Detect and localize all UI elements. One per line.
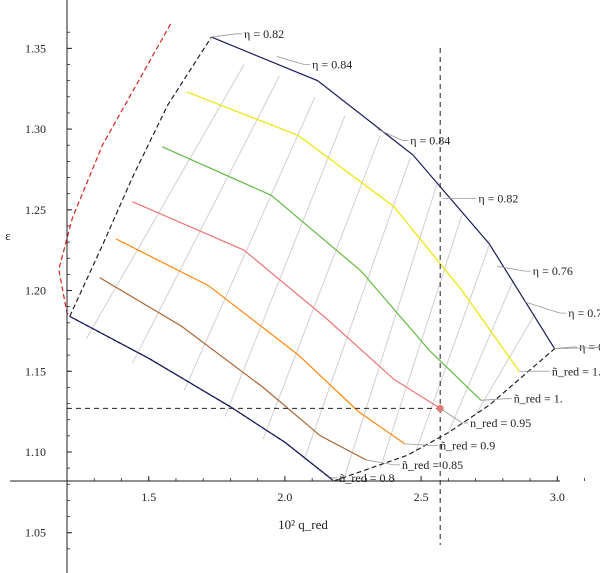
y-tick-label-1: 1.10	[25, 445, 46, 459]
axes: 1.5 2.0 2.5 3.0 1.05 1.10 1.15 1.20 1.25 1.30 1.35	[10, 0, 585, 573]
y-tick-label-0: 1.05	[25, 526, 46, 540]
surge-line	[58, 23, 172, 317]
callout-label-n-100: ñ_red = 1.	[514, 392, 563, 406]
y-tick-label-3: 1.20	[25, 284, 46, 298]
annotations: η = 0.82 η = 0.84 η = 0.84 η = 0.82 η = 0.76…	[211, 27, 600, 485]
callout-leader-n-090	[404, 443, 439, 446]
speed-line-2	[132, 201, 441, 409]
callout-leader-n-100	[481, 398, 512, 401]
callout-label-eta-082-mid: η = 0.82	[478, 192, 518, 206]
callout-label-n-085: ñ_red = 0.85	[402, 458, 463, 472]
y-tick-label-5: 1.30	[25, 122, 46, 136]
callout-leader-n-095	[439, 408, 469, 424]
efficiency-grid-line-0	[85, 64, 245, 340]
callout-leader-eta-084-top	[276, 56, 311, 65]
x-tick-label-3: 3.0	[550, 490, 565, 504]
x-tick-label-0: 1.5	[141, 490, 156, 504]
callout-leader-eta-076	[497, 265, 531, 272]
lowest-speed-line	[69, 315, 335, 482]
boundary-lines	[58, 23, 556, 545]
callout-label-eta-084-top: η = 0.84	[312, 58, 352, 72]
efficiency-grid-line-10	[475, 312, 536, 416]
speed-line-1	[162, 146, 482, 401]
x-tick-label-1: 2.0	[277, 490, 292, 504]
callout-label-n-090: ñ_red = 0.9	[440, 439, 495, 453]
speed-lines	[69, 91, 520, 482]
callout-label-eta-082-top: η = 0.82	[244, 27, 284, 41]
efficiency-grid-line-1	[131, 75, 280, 364]
efficiency-grid-line-4	[262, 135, 381, 440]
callout-leader-eta-084-mid	[377, 128, 409, 141]
callout-label-n-105: ñ_red = 1.05	[552, 364, 600, 378]
speed-line-0	[186, 91, 520, 372]
y-tick-label-2: 1.15	[25, 364, 46, 378]
callout-leader-eta-070	[524, 301, 567, 314]
callout-label-n-080: ñ_red = 0.8	[339, 471, 394, 485]
efficiency-grid-line-6	[344, 182, 438, 477]
x-tick-label-2: 2.5	[414, 490, 429, 504]
y-tick-label-4: 1.25	[25, 203, 46, 217]
callout-label-eta-070: η = 0.7	[568, 306, 600, 320]
x-axis-title: 10² q_red	[278, 517, 328, 532]
efficiency-grid-line-3	[224, 116, 346, 417]
speed-line-3	[115, 238, 406, 445]
callout-leader-n-11	[554, 347, 600, 350]
efficiency-grid-line-5	[303, 157, 411, 461]
surge-margin-line	[69, 36, 212, 317]
efficiency-grid-line-9	[447, 279, 515, 433]
bottom-boundary-line	[333, 348, 555, 482]
callout-leader-eta-061	[554, 346, 578, 350]
callout-leader-n-080	[330, 477, 338, 482]
y-tick-label-6: 1.35	[25, 41, 46, 55]
speed-line-4	[99, 277, 367, 461]
y-axis-title: ε	[5, 228, 11, 243]
callout-label-eta-076: η = 0.76	[533, 264, 573, 278]
callout-label-eta-061: η = 0.61	[579, 340, 600, 354]
callout-leader-n-085	[366, 459, 401, 466]
callout-leader-eta-082-top	[211, 33, 243, 38]
efficiency-grid-line-8	[415, 245, 490, 453]
efficiency-grid	[85, 64, 536, 477]
choke-boundary-line	[211, 36, 556, 350]
efficiency-grid-line-2	[183, 96, 316, 391]
callout-label-eta-084-mid: η = 0.84	[410, 133, 450, 147]
callout-label-n-095: n_red = 0.95	[470, 416, 531, 430]
